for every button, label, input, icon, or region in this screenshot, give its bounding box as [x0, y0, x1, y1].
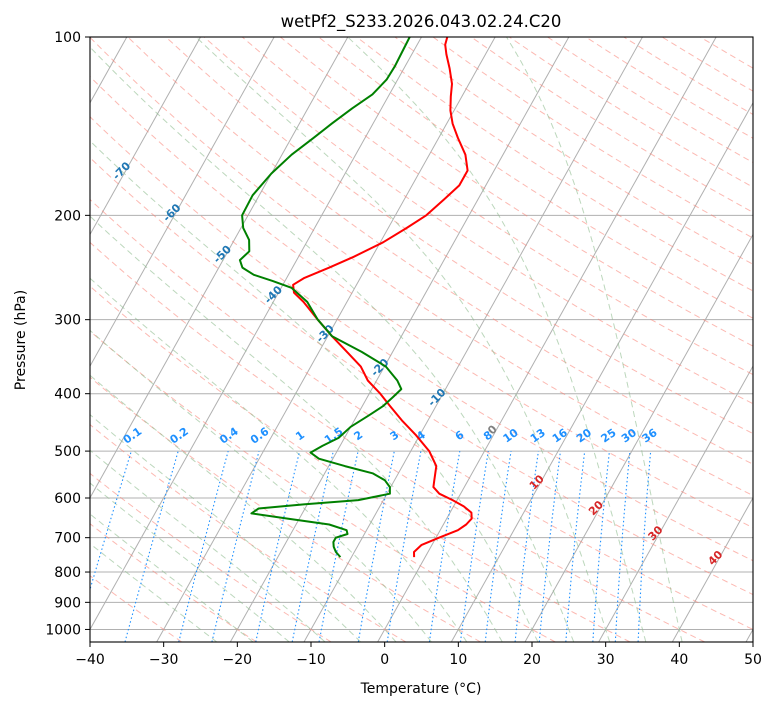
mixing-ratio-line — [484, 451, 512, 642]
isotherm-gridline — [156, 37, 496, 642]
isotherm-gridline — [377, 37, 717, 642]
mixing-ratio-line — [211, 450, 260, 642]
dry-adiabat — [90, 472, 332, 642]
mixing-ratio-line — [538, 451, 562, 642]
plot-layer: 0.10.20.40.611.52346810131620253036-100-… — [5, 37, 753, 642]
mixing-ratio-line — [291, 450, 334, 642]
dry-adiabat — [90, 285, 631, 642]
isotherm-gridline — [524, 233, 753, 642]
isotherm-gridline — [90, 37, 275, 368]
x-axis: −40 −30 −20 −10 0 10 20 30 40 50 — [75, 642, 762, 668]
mixing-ratio-line — [178, 450, 229, 642]
mixing-ratio-line — [90, 450, 132, 592]
mixing-ratio-line — [255, 450, 301, 642]
moist-adiabat — [195, 37, 611, 642]
mixing-ratio-line — [592, 451, 610, 642]
moist-adiabat — [90, 46, 575, 642]
dry-adiabat — [127, 37, 753, 465]
mixing-ratio-line — [459, 451, 489, 642]
isotherm-gridline — [229, 37, 570, 642]
dry-adiabat — [90, 157, 753, 596]
y-tick-label: 100 — [54, 30, 81, 46]
moist-adiabat — [90, 329, 432, 642]
dry-adiabat — [241, 37, 753, 376]
dry-adiabat — [90, 116, 753, 562]
dry-adiabat — [90, 37, 753, 497]
chart-title: wetPf2_S233.2026.043.02.24.C20 — [281, 12, 562, 32]
dry-adiabat — [90, 376, 481, 642]
dry-adiabat — [90, 523, 257, 642]
x-tick-label: 30 — [597, 652, 615, 668]
isotherm-gridline — [90, 37, 349, 499]
y-tick-label: 600 — [54, 491, 81, 507]
y-tick-label: 1000 — [45, 622, 81, 638]
isotherm-gridline — [671, 496, 753, 642]
y-tick-label: 900 — [54, 595, 81, 611]
moist-adiabat — [347, 37, 647, 642]
dry-adiabat — [90, 575, 183, 642]
dry-adiabat — [90, 198, 753, 630]
dewpoint-profile-line — [238, 37, 411, 558]
x-tick-label: −10 — [296, 652, 326, 668]
moist-adiabat — [506, 37, 683, 642]
x-tick-label: 40 — [670, 652, 688, 668]
y-tick-label: 800 — [54, 565, 81, 581]
dry-adiabat — [90, 241, 705, 642]
y-axis: 100 200 300 400 500 600 700 800 900 1000 — [45, 30, 90, 638]
y-tick-label: 300 — [54, 313, 81, 329]
x-tick-label: −20 — [223, 652, 253, 668]
isotherm-label: -80 — [57, 122, 80, 145]
x-tick-label: 20 — [523, 652, 541, 668]
isotherm-gridline — [598, 365, 753, 642]
y-tick-label: 700 — [54, 531, 81, 547]
x-tick-label: 50 — [744, 652, 762, 668]
isotherm-gridline — [303, 37, 643, 642]
dry-adiabat — [280, 37, 753, 347]
x-tick-label: −40 — [75, 652, 105, 668]
plot-area — [90, 37, 753, 642]
isotherm-gridline — [450, 101, 753, 642]
mixing-ratio-line — [565, 451, 586, 642]
y-tick-label: 200 — [54, 208, 81, 224]
plot-frame — [89, 36, 754, 643]
y-tick-label: 500 — [54, 444, 81, 460]
moist-adiabat — [90, 374, 397, 642]
moist-adiabat — [90, 277, 468, 642]
dry-adiabat — [90, 75, 753, 529]
y-tick-label: 400 — [54, 387, 81, 403]
isotherm-label: -90 — [5, 84, 28, 107]
x-axis-label: Temperature (°C) — [360, 681, 482, 697]
isotherm-gridline — [90, 37, 201, 236]
mixing-ratio-line — [124, 450, 179, 642]
x-tick-label: −30 — [149, 652, 179, 668]
dry-adiabat — [90, 424, 407, 642]
mixing-ratio-line — [514, 451, 539, 642]
x-tick-label: 0 — [380, 652, 389, 668]
x-tick-label: 10 — [449, 652, 467, 668]
y-axis-label: Pressure (hPa) — [13, 290, 29, 390]
mixing-ratio-line — [428, 451, 461, 642]
isotherm-gridline — [90, 37, 422, 631]
dry-adiabat — [90, 330, 556, 642]
